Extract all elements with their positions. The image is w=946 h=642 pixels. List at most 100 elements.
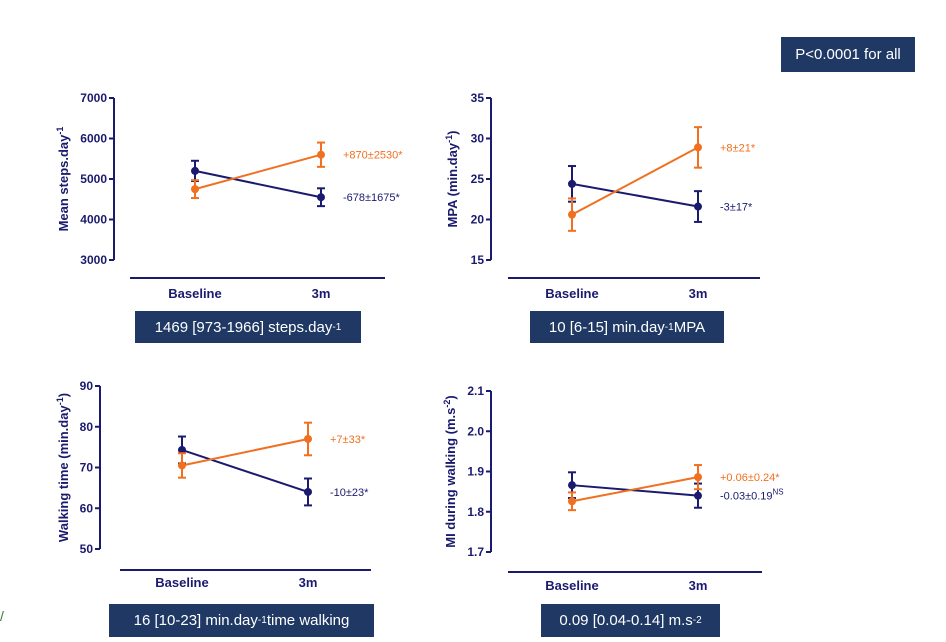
panel-2-y-axis-label-sup: -1 (444, 135, 454, 143)
panel-2-series-navy-point (568, 179, 576, 188)
panel-4-series-orange-annotation: +0.06±0.24* (720, 472, 780, 484)
panel-3-series-orange-point (304, 434, 312, 443)
panel-2-y-tick-label: 35 (471, 91, 485, 105)
panel-2-series-orange-point (694, 143, 702, 152)
summary-box-mi-text: 0.09 [0.04-0.14] m.s (559, 612, 693, 629)
panel-4-y-tick-label: 2.0 (467, 424, 484, 438)
panel-2-series-navy-annotation-text: -3±17* (720, 202, 753, 214)
panel-4-series-navy-annotation-sup: NS (773, 488, 784, 497)
summary-box-mpa-text: 10 [6-15] min.day (548, 318, 665, 336)
panel-1-y-tick-label: 4000 (80, 213, 107, 227)
significance-text: P<0.0001 for all (795, 46, 901, 63)
panel-2-series-orange-line (571, 146, 699, 216)
panel-1-y-tick-label: 5000 (80, 172, 107, 186)
panel-3-y-tick-label: 80 (80, 420, 94, 434)
panel-4-y-axis-label: MI during walking (m.s-2) (442, 395, 458, 547)
panel-4-series-navy-line (571, 484, 699, 497)
summary-box-mpa-tail: MPA (673, 318, 706, 336)
panel-3-series-navy-point (304, 487, 312, 496)
edge-mark-icon: / (0, 608, 4, 624)
panel-1-y-axis-label-sup: -1 (55, 127, 65, 135)
panel-4-y-tick-label: 1.9 (467, 465, 484, 479)
panel-2-y-axis-label-tail: ) (445, 131, 460, 135)
panel-3-series-orange-annotation: +7±33* (330, 434, 366, 446)
panel-2-series-navy-line (571, 182, 699, 208)
panel-4-x-category-label: Baseline (545, 578, 598, 593)
summary-box-steps-sup: -1 (332, 321, 342, 333)
panel-1-y-tick-label: 3000 (80, 253, 107, 267)
panel-3-y-axis-label: Walking time (min.day-1) (55, 393, 71, 542)
panel-1-x-category-label: Baseline (168, 286, 221, 301)
panel-1-series-navy-line (194, 169, 322, 199)
panel-2-series-orange-annotation-text: +8±21* (720, 142, 756, 154)
panel-1-series-navy-point (191, 166, 199, 175)
panel-4-series-orange-line (571, 476, 699, 503)
panel-1-y-tick-label: 6000 (80, 132, 107, 146)
significance-badge: P<0.0001 for all (781, 37, 915, 72)
panel-1-series-navy-annotation-text: -678±1675* (343, 192, 401, 204)
panel-2-y-tick-label: 30 (471, 132, 485, 146)
panel-3-y-tick-label: 50 (80, 542, 94, 556)
panel-3-y-axis-label-sup: -1 (55, 397, 65, 405)
panel-2-y-axis-label: MPA (min.day-1) (444, 131, 460, 228)
panel-4-y-tick-label: 1.8 (467, 505, 484, 519)
panel-4-y-axis-label-tail: ) (443, 395, 458, 399)
panel-2-series-navy-annotation: -3±17* (720, 202, 753, 214)
panel-3-series-orange-point (178, 461, 186, 470)
panel-4-series-navy-point (694, 491, 702, 500)
panel-2-y-tick-label: 15 (471, 253, 485, 267)
panel-3-y-tick-label: 90 (80, 379, 94, 393)
summary-box-walking-time: 16 [10-23] min.day -1 time walking (109, 604, 374, 637)
panel-1-series-orange-annotation-text: +870±2530* (343, 150, 403, 162)
panel-2-series-orange-point (568, 210, 576, 219)
panel-4-y-tick-label: 1.7 (467, 545, 484, 559)
panel-4-x-category-label: 3m (689, 578, 708, 593)
summary-box-walking-time-tail: time walking (266, 612, 350, 629)
panel-2-y-tick-label: 20 (471, 213, 485, 227)
panel-3-series-orange-annotation-text: +7±33* (330, 434, 366, 446)
panel-3-series-navy-line (181, 449, 309, 493)
panel-4-y-axis-label-sup: -2 (442, 400, 452, 408)
panel-2-y-axis-label-main: MPA (min.day (445, 142, 460, 227)
panel-3-series-orange-line (181, 437, 309, 467)
summary-box-walking-time-sup: -1 (257, 615, 267, 626)
panel-3-series-navy-annotation: -10±23* (330, 487, 369, 499)
panel-1-y-tick-label: 7000 (80, 91, 107, 105)
summary-box-steps: 1469 [973-1966] steps.day -1 (135, 311, 361, 343)
panel-3-y-tick-label: 70 (80, 461, 94, 475)
summary-box-mpa-sup: -1 (664, 321, 674, 333)
panel-4-series-navy-point (568, 481, 576, 490)
panel-2-x-category-label: 3m (689, 286, 708, 301)
panel-3-series-navy-annotation-text: -10±23* (330, 487, 369, 499)
panel-1-series-orange-line (194, 153, 322, 191)
panel-3-x-category-label: 3m (299, 575, 318, 590)
panel-2-x-category-label: Baseline (545, 286, 598, 301)
panel-1-series-orange-point (317, 150, 325, 159)
panel-4-series-navy-annotation-text: -0.03±0.19 (720, 491, 773, 503)
panel-1-y-axis-label: Mean steps.day-1 (55, 127, 71, 232)
panel-3-series-navy-point (178, 445, 186, 454)
panel-4-series-navy-annotation: -0.03±0.19NS (720, 488, 784, 503)
panel-4-y-tick-label: 2.1 (467, 384, 484, 398)
panel-2-series-orange-annotation: +8±21* (720, 142, 756, 154)
panel-4-y-axis-label-main: MI during walking (m.s (443, 408, 458, 548)
panel-2-y-tick-label: 25 (471, 172, 485, 186)
panel-4-series-orange-annotation-text: +0.06±0.24* (720, 472, 780, 484)
panel-2-series-navy-point (694, 202, 702, 211)
panel-1-series-orange-annotation: +870±2530* (343, 150, 403, 162)
summary-box-mi: 0.09 [0.04-0.14] m.s -2 (541, 604, 720, 637)
summary-box-steps-text: 1469 [973-1966] steps.day (154, 318, 333, 336)
panel-3-y-axis-label-main: Walking time (min.day (56, 405, 71, 543)
panel-3-x-category-label: Baseline (155, 575, 208, 590)
panel-1-series-navy-annotation: -678±1675* (343, 192, 401, 204)
panel-4-series-orange-point (694, 473, 702, 482)
panel-3-y-tick-label: 60 (80, 501, 94, 515)
summary-box-mpa: 10 [6-15] min.day -1 MPA (530, 311, 724, 343)
panel-1-y-axis-label-main: Mean steps.day (56, 134, 71, 232)
panel-1-series-navy-point (317, 193, 325, 202)
summary-box-walking-time-text: 16 [10-23] min.day (133, 612, 258, 629)
panel-1-x-category-label: 3m (312, 286, 331, 301)
panel-4-series-orange-point (568, 497, 576, 506)
panel-3-y-axis-label-tail: ) (56, 393, 71, 397)
